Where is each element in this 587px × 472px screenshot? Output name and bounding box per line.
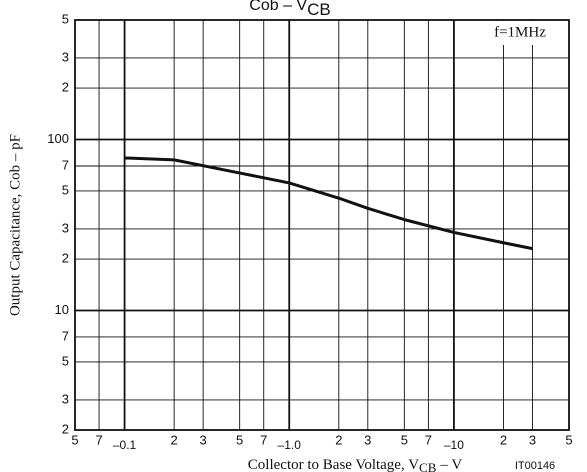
- x-tick-label: 2: [500, 432, 507, 447]
- chart-title: Cob – VCB: [249, 0, 330, 19]
- y-axis-label: Output Capacitance, Cob – pF: [7, 134, 23, 316]
- y-tick-label: 3: [62, 220, 69, 235]
- series-line: [124, 156, 533, 251]
- plot-frame: [74, 19, 570, 431]
- x-tick-label: 5: [565, 432, 572, 447]
- title-subscript: CB: [307, 0, 331, 19]
- annotation: f=1MHz: [494, 24, 546, 40]
- x-tick-label: 2: [335, 432, 342, 447]
- y-tick-label: 2: [62, 421, 69, 436]
- y-tick-label: 7: [62, 328, 69, 343]
- x-tick-label: 5: [71, 432, 78, 447]
- x-label-main: Collector to Base Voltage, V: [248, 457, 419, 472]
- y-tick-label: 5: [62, 182, 69, 197]
- x-tick-label: –1.0: [278, 438, 302, 452]
- figure-code: IT00146: [515, 460, 555, 472]
- y-tick-label: 10: [55, 302, 69, 317]
- x-tick-label: 7: [95, 432, 102, 447]
- y-tick-label: 7: [62, 157, 69, 172]
- x-label-subscript: CB: [419, 460, 437, 472]
- x-tick-label: 3: [200, 432, 207, 447]
- x-tick-label: 3: [529, 432, 536, 447]
- y-tick-label: 2: [62, 79, 69, 94]
- x-tick-label: 2: [171, 432, 178, 447]
- x-tick-label: 5: [401, 432, 408, 447]
- x-axis-label: Collector to Base Voltage, VCB – V: [248, 457, 463, 472]
- y-tick-label: 5: [62, 11, 69, 26]
- x-tick-label: 5: [236, 432, 243, 447]
- x-tick-label: 3: [364, 432, 371, 447]
- y-tick-label: 3: [62, 391, 69, 406]
- x-tick-label: 7: [425, 432, 432, 447]
- x-tick-label: –0.1: [113, 438, 137, 452]
- annotation-box: [476, 21, 568, 45]
- x-tick-label: 7: [260, 432, 267, 447]
- x-label-unit: – V: [439, 457, 462, 472]
- y-tick-label: 100: [47, 131, 69, 146]
- y-tick-label: 2: [62, 250, 69, 265]
- y-tick-label: 5: [62, 353, 69, 368]
- x-tick-label: –10: [444, 438, 464, 452]
- y-tick-label: 3: [62, 49, 69, 64]
- title-main: Cob – V: [249, 0, 307, 14]
